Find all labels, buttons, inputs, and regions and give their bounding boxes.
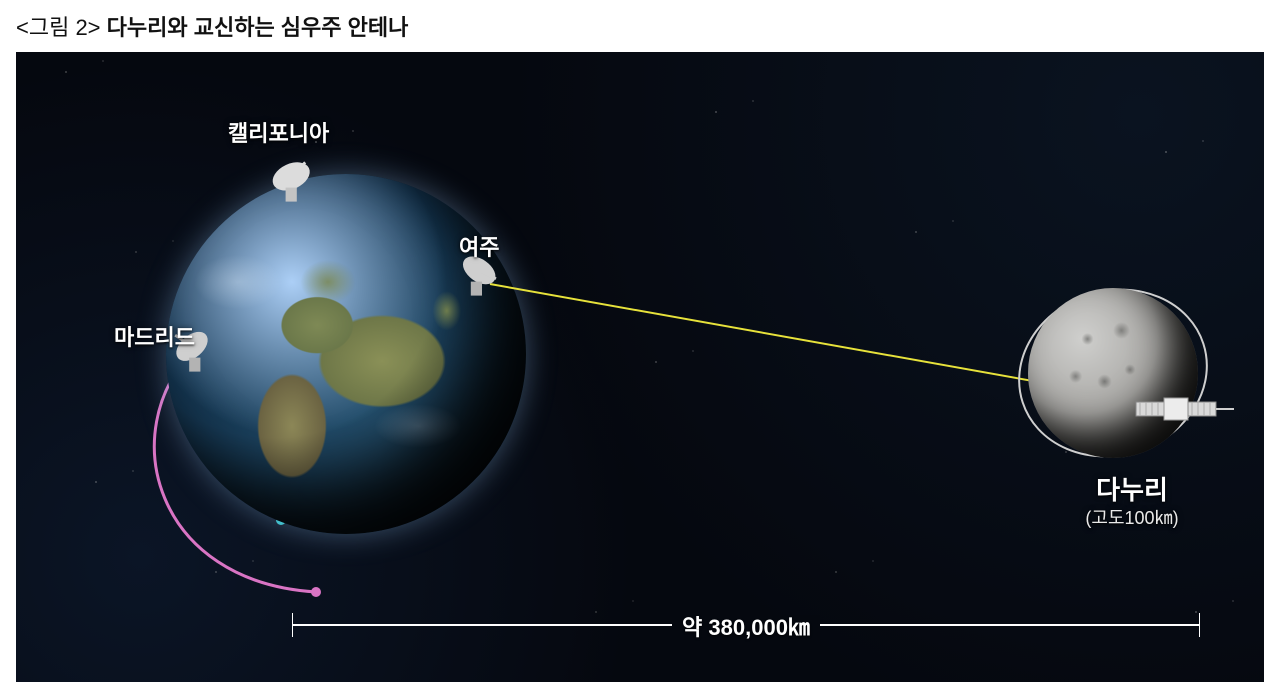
label-yeoju: 여주 <box>459 230 499 262</box>
danuri-probe <box>1134 390 1234 430</box>
diagram: 캘리포니아 여주 마드리드 다누리 (고도100㎞) 약 38 <box>16 52 1264 682</box>
label-madrid: 마드리드 <box>114 320 195 352</box>
scale-label: 약 380,000㎞ <box>292 610 1200 642</box>
figure-title-prefix: <그림 2> <box>16 15 101 40</box>
scale-bar: 약 380,000㎞ <box>292 610 1200 640</box>
label-danuri-altitude: (고도100㎞) <box>1064 504 1200 530</box>
label-danuri: 다누리 <box>1072 470 1192 507</box>
moon <box>1028 288 1198 458</box>
earth-globe <box>166 174 526 534</box>
label-california: 캘리포니아 <box>228 116 329 148</box>
earth <box>166 174 526 534</box>
figure-title-text: 다누리와 교신하는 심우주 안테나 <box>107 15 409 40</box>
figure-title: <그림 2> 다누리와 교신하는 심우주 안테나 <box>16 10 1264 42</box>
moon-body <box>1028 288 1198 458</box>
earth-terminator <box>166 174 526 534</box>
antenna-california <box>266 154 322 210</box>
